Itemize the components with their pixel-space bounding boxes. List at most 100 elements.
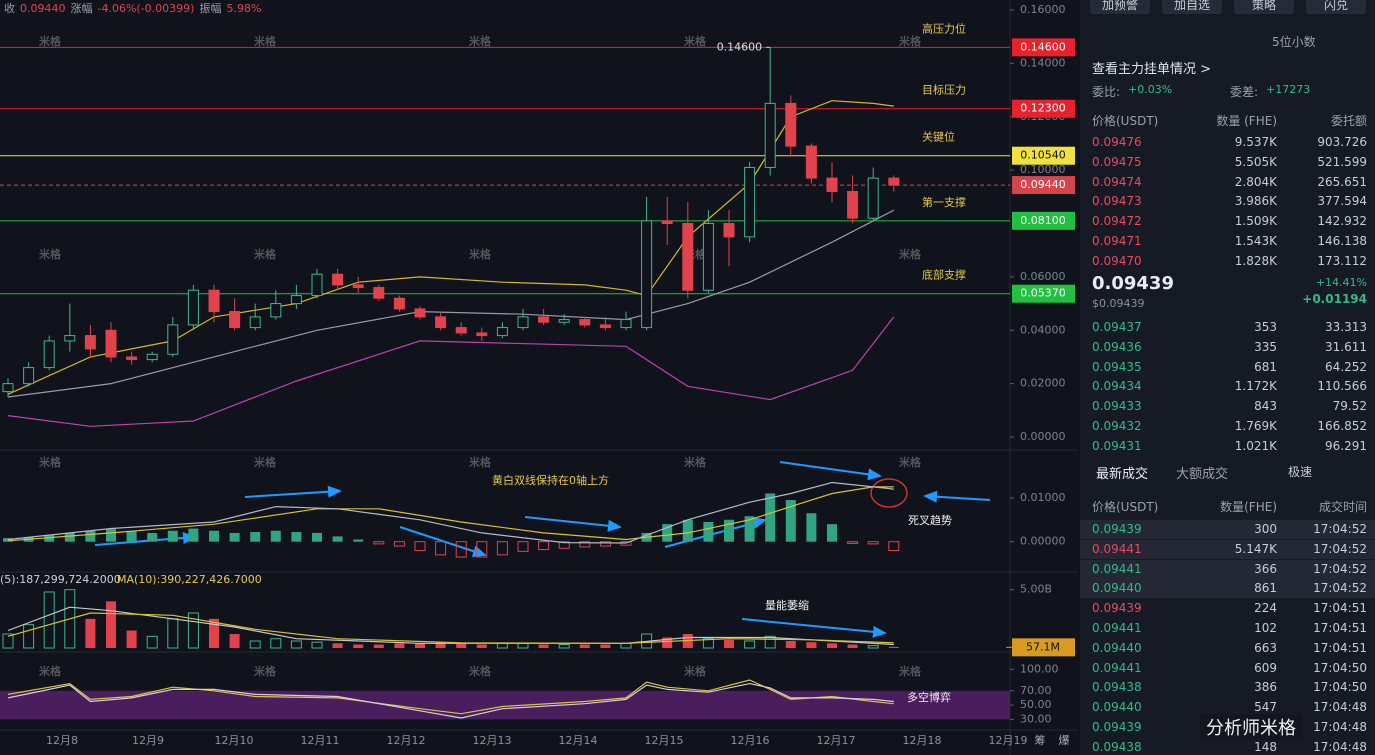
- tab[interactable]: 大额成交: [1176, 467, 1229, 482]
- main-orders[interactable]: 查看主力挂单情况 >: [1092, 62, 1212, 77]
- volume-bar: [888, 646, 899, 648]
- macd-bar: [229, 532, 240, 542]
- quantity: 843: [1254, 399, 1277, 414]
- column-header: 数量(FHE): [1220, 500, 1277, 514]
- row-highlight: [1080, 520, 1375, 539]
- column-header: 成交时间: [1318, 500, 1367, 514]
- indicator-line: [7, 486, 894, 542]
- fast[interactable]: 极速: [1288, 465, 1313, 479]
- axis-button: 筹: [1035, 733, 1046, 747]
- decimals[interactable]: 5位小数: [1272, 35, 1316, 49]
- button[interactable]: 加预警: [1090, 0, 1150, 14]
- y-tick-label: 70.00: [1020, 684, 1052, 697]
- price: 0.09437: [1092, 320, 1142, 334]
- volume-bar: [311, 641, 323, 649]
- candle-body: [682, 223, 694, 291]
- volume-bar: [106, 601, 116, 648]
- volume-bar: [827, 643, 837, 648]
- macd-bar: [682, 519, 693, 542]
- macd-bar: [106, 528, 116, 542]
- button[interactable]: 策略: [1234, 0, 1294, 14]
- candle-body: [84, 335, 96, 350]
- watermark: 米格: [38, 455, 62, 469]
- trade-price: 0.09440: [1092, 581, 1142, 596]
- y-tick-label: 0.10000: [1020, 163, 1066, 176]
- macd-bar: [44, 535, 55, 542]
- level-annotation: 高压力位: [922, 21, 966, 35]
- last-price: 0.09439: [1092, 273, 1174, 294]
- amount: 521.599: [1317, 154, 1367, 169]
- price: 0.09434: [1092, 379, 1142, 394]
- level-label: 0.09440: [1020, 178, 1066, 191]
- trade-qty: 224: [1254, 601, 1277, 616]
- volume-bar: [579, 644, 590, 648]
- header-text: -4.06%(-0.00399): [98, 2, 195, 15]
- y-tick-label: 0.00000: [1020, 535, 1066, 548]
- macd-bar: [291, 532, 302, 542]
- amount: 146.138: [1317, 234, 1367, 248]
- macd-bar: [270, 530, 281, 542]
- trade-time: 17:04:50: [1313, 660, 1367, 675]
- watermark: 米格: [468, 34, 492, 48]
- quantity: 353: [1254, 320, 1277, 334]
- volume-bar: [167, 618, 179, 649]
- y-tick-label: 0.01000: [1020, 491, 1066, 504]
- volume-bar: [600, 644, 611, 648]
- header-text: 5.98%: [226, 2, 261, 15]
- volume-bar: [496, 642, 508, 649]
- macd-bar: [455, 541, 467, 558]
- macd-bar: [332, 536, 343, 542]
- indicator-line: [7, 316, 895, 427]
- volume-bar: [764, 635, 776, 649]
- level-label: 0.14600: [1020, 40, 1066, 53]
- macd-bar: [744, 516, 755, 542]
- volume-bar: [662, 637, 673, 648]
- trade-time: 17:04:51: [1313, 601, 1367, 616]
- macd-bar: [188, 528, 199, 542]
- button[interactable]: 闪兑: [1306, 0, 1366, 14]
- candle-body: [167, 324, 179, 355]
- column-header: 委托额: [1330, 114, 1367, 128]
- price: 0.09475: [1092, 154, 1142, 169]
- macd-bar: [312, 532, 322, 542]
- watermark: 米格: [468, 455, 492, 469]
- watermark: 米格: [468, 247, 492, 261]
- header-text: 振幅: [199, 1, 221, 15]
- candle-body: [393, 297, 405, 310]
- macd-bar: [703, 521, 714, 542]
- watermark: 米格: [38, 664, 62, 678]
- trade-qty: 609: [1254, 660, 1277, 675]
- volume-bar: [187, 612, 199, 649]
- trade-time: 17:04:52: [1313, 541, 1367, 556]
- candle-body: [785, 102, 797, 147]
- amount: 31.611: [1325, 339, 1367, 354]
- amount: 377.594: [1317, 194, 1367, 209]
- volume-bar: [476, 644, 487, 648]
- quantity: 1.509K: [1234, 214, 1277, 229]
- trade-price: 0.09438: [1092, 680, 1142, 695]
- trade-qty: 386: [1254, 680, 1277, 695]
- trade-price: 0.09440: [1092, 640, 1142, 655]
- volume-bar: [290, 640, 302, 649]
- macd-bar: [414, 541, 426, 551]
- candle-body: [702, 223, 714, 291]
- arrows: [94, 461, 991, 638]
- button[interactable]: 加自选: [1162, 0, 1222, 14]
- macd-bar: [476, 541, 488, 558]
- candle-body: [744, 166, 756, 238]
- candle-body: [352, 284, 364, 289]
- last-usd: $0.09439: [1092, 297, 1145, 310]
- candle-body: [579, 319, 591, 326]
- macd-bar: [888, 541, 900, 551]
- trade-time: 17:04:52: [1313, 581, 1367, 596]
- x-tick-label: 12月16: [731, 734, 770, 747]
- x-tick-label: 12月13: [473, 734, 512, 747]
- y-tick-label: 30.00: [1020, 712, 1052, 725]
- volume-bar: [620, 642, 632, 649]
- trade-price: 0.09441: [1092, 660, 1142, 675]
- amount: 142.932: [1317, 214, 1367, 229]
- tab[interactable]: 最新成交: [1096, 467, 1149, 482]
- y-tick-label: 100.00: [1020, 662, 1059, 675]
- candle-body: [764, 102, 776, 168]
- amount: 166.852: [1317, 419, 1367, 433]
